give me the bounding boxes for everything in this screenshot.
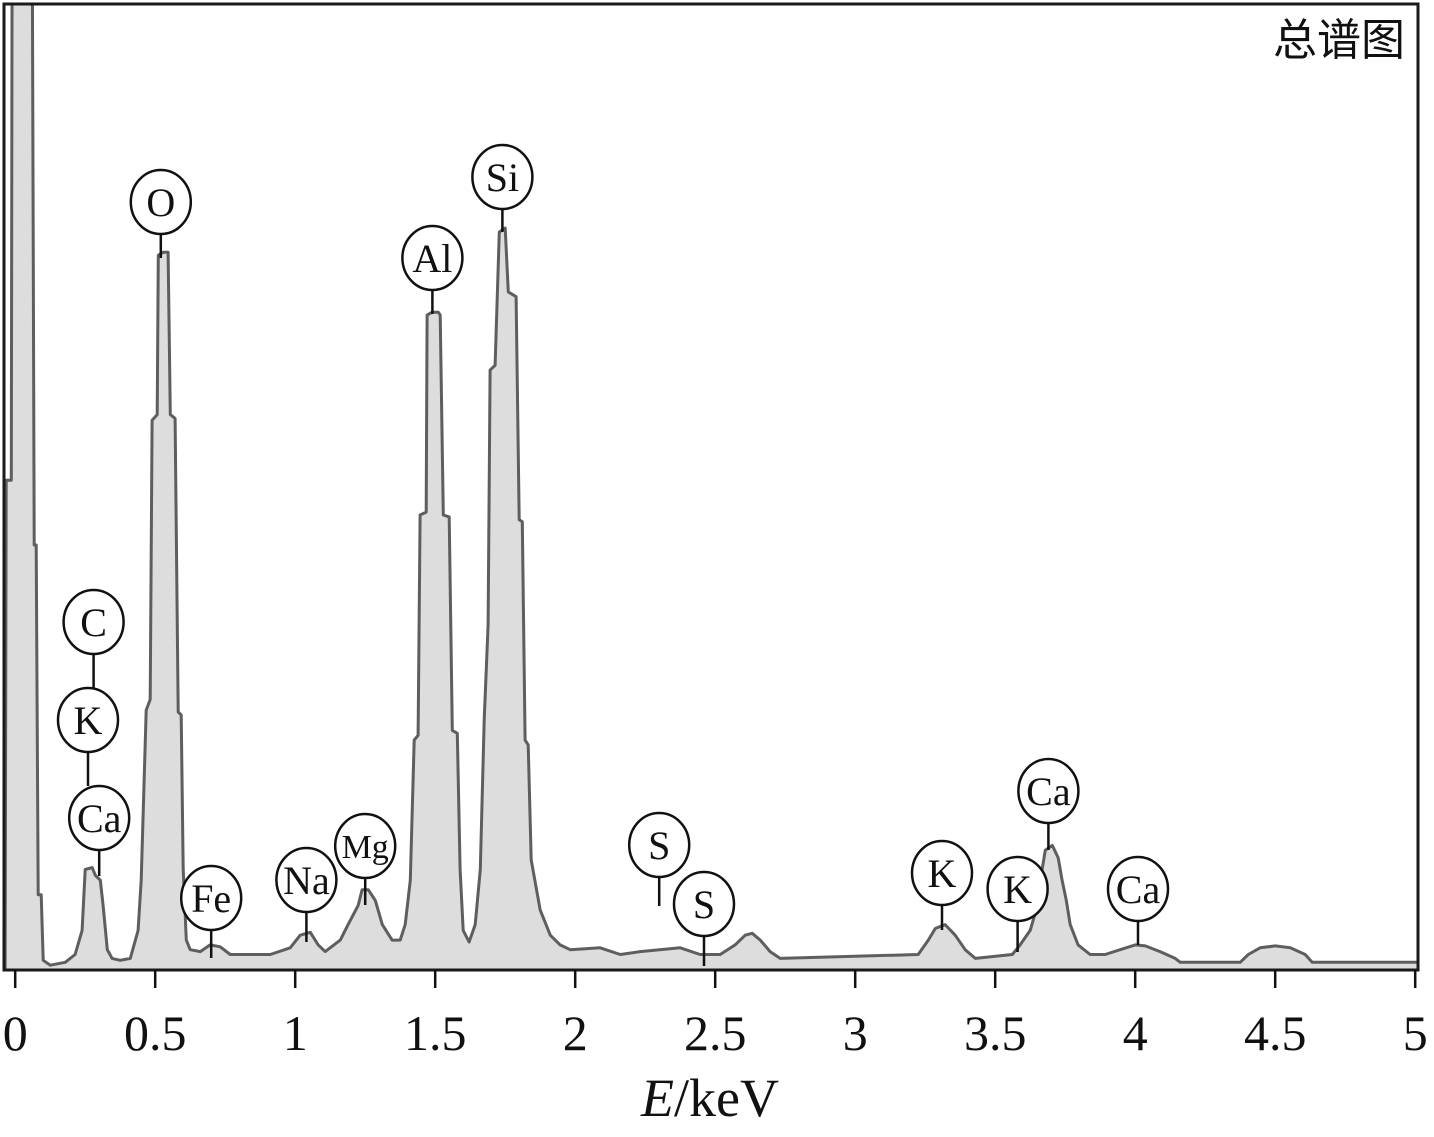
x-tick-label: 3.5 [964,1005,1027,1061]
peak-label-na: Na [275,846,338,942]
peak-label-text: Ca [1026,769,1071,814]
plot-frame [2,2,1420,972]
x-axis: 0 0.5 1 1.5 2 2.5 3 3.5 4 4.5 5 [3,970,1428,1061]
peak-label-k: K [56,686,120,786]
peak-label-circle [672,870,736,938]
peak-label-c: C [62,588,125,688]
x-axis-label: E/keV [640,1068,779,1128]
peak-label-mg: Mg [333,812,397,905]
plot-area [4,4,1418,970]
peak-label-s: S [627,811,691,906]
peak-label-text: K [1003,867,1032,912]
peak-label-text: S [693,882,715,927]
peak-label-text: S [648,823,670,868]
peak-label-text: O [146,180,175,225]
x-tick-label: 2.5 [684,1005,747,1061]
peak-label-k: K [986,855,1049,952]
peak-label-text: C [80,600,107,645]
peak-label-circle [471,143,534,211]
x-tick-label: 1 [283,1005,308,1061]
peak-label-text: Mg [342,829,389,866]
peak-label-text: Si [486,155,519,200]
peak-label-circle [333,812,397,880]
x-tick-label: 3 [843,1005,868,1061]
peak-label-text: Fe [191,876,231,921]
peak-label-circle [56,686,120,754]
peak-label-circle [129,168,193,236]
peak-label-fe: Fe [179,864,243,958]
x-tick-label: 0 [3,1005,28,1061]
peak-label-circle [67,784,131,852]
peak-label-al: Al [401,224,464,314]
peak-label-si: Si [471,143,534,232]
chart-title: 总谱图 [1273,15,1405,66]
peak-label-text: Ca [1116,867,1161,912]
x-tick-label: 1.5 [404,1005,467,1061]
peak-label-text: K [928,851,957,896]
x-tick-label: 4 [1123,1005,1148,1061]
peak-label-circle [179,864,243,932]
peak-label-s: S [672,870,736,966]
spectrum-series [4,4,1418,970]
peak-label-text: Na [283,858,330,903]
peak-label-circle [1106,855,1170,923]
peak-label-circle [62,588,125,656]
peak-label-ca: Ca [67,784,131,876]
x-tick-label: 4.5 [1244,1005,1307,1061]
peak-label-k: K [910,839,974,930]
peak-label-circle [910,839,974,907]
peak-label-text: Ca [77,796,122,841]
peak-label-ca: Ca [1017,757,1080,850]
x-axis-label-symbol: E [640,1068,674,1128]
peak-label-o: O [129,168,193,258]
peak-label-text: Al [412,236,452,281]
x-tick-label: 0.5 [124,1005,187,1061]
peak-labels: O C K Ca Fe Na Mg Al Si SS K K Ca Ca [56,143,1170,966]
peak-label-circle [401,224,464,292]
x-tick-label: 5 [1403,1005,1428,1061]
peak-label-circle [627,811,691,879]
x-tick-label: 2 [563,1005,588,1061]
x-axis-label-unit: /keV [674,1068,779,1128]
peak-label-circle [986,855,1049,923]
peak-label-ca: Ca [1106,855,1170,945]
peak-label-circle [1017,757,1080,825]
peak-label-text: K [74,698,103,743]
peak-label-circle [275,846,338,914]
